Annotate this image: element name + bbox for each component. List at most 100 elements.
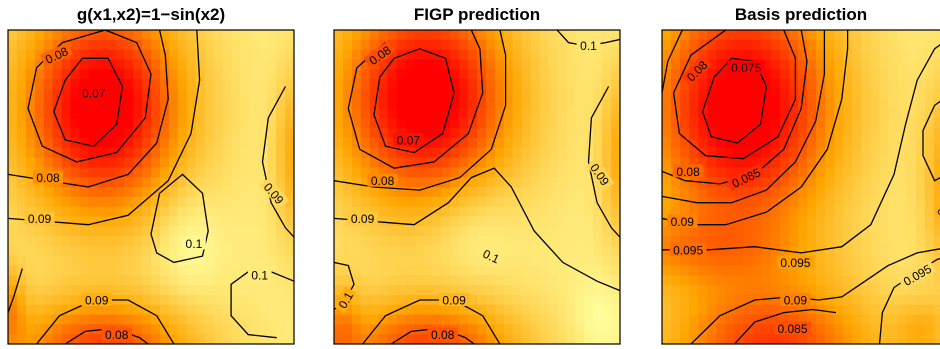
heatmap-cell [924,304,935,316]
heatmap-cell [521,265,532,276]
heatmap-cell [88,187,98,198]
heatmap-cell [378,236,389,247]
heatmap-cell [521,196,532,208]
heatmap-cell [97,108,107,119]
heatmap-cell [743,98,754,110]
heatmap-cell [485,88,496,100]
heatmap-cell [16,49,27,61]
heatmap-cell [566,314,576,325]
heatmap-cell [88,49,98,61]
heatmap-cell [611,108,620,119]
heatmap-cell [879,157,890,168]
heatmap-cell [485,59,496,70]
heatmap-cell [88,108,98,119]
heatmap-cell [25,157,36,168]
heatmap-cell [360,187,371,198]
heatmap-cell [441,88,451,100]
heatmap-cell [770,79,781,90]
heatmap-cell [770,196,781,208]
heatmap-cell [387,294,398,306]
heatmap-cell [779,304,790,316]
heatmap-cell [611,137,620,149]
heatmap-cell [557,147,567,159]
heatmap-cell [8,324,18,335]
heatmap-cell [539,314,550,325]
heatmap-cell [539,216,550,227]
heatmap-cell [369,88,380,100]
heatmap-cell [725,226,736,237]
heatmap-cell [915,39,926,51]
heatmap-cell [52,324,63,335]
heatmap-cell [689,108,699,119]
heatmap-cell [142,69,152,80]
heatmap-cell [285,314,294,325]
heatmap-cell [879,167,890,178]
heatmap-cell [698,216,708,227]
heatmap-cell [897,157,908,168]
heatmap-cell [512,147,523,159]
heatmap-cell [752,69,763,80]
heatmap-cell [396,216,407,227]
heatmap-cell [770,285,781,296]
heatmap-cell [671,187,681,198]
heatmap-cell [52,334,63,344]
heatmap-cell [671,265,681,276]
svg-text:0.09: 0.09 [671,215,695,229]
heatmap-cell [423,49,433,61]
heatmap-cell [548,147,559,159]
heatmap-cell [423,128,433,139]
heatmap-cell [52,275,63,286]
heatmap-cell [725,216,736,227]
heatmap-cell [593,30,603,41]
heatmap-cell [168,334,179,344]
heatmap-cell [734,196,745,208]
heatmap-cell [34,187,45,198]
heatmap-cell [888,167,899,178]
heatmap-cell [342,275,353,286]
heatmap-cell [611,245,620,257]
heatmap-cell [788,39,799,51]
heatmap-cell [177,226,188,237]
heatmap-cell [186,245,197,257]
heatmap-cell [861,79,872,90]
heatmap-cell [548,255,559,267]
heatmap-cell [816,275,826,286]
heatmap-cell [485,334,496,344]
heatmap-cell [494,69,505,80]
heatmap-cell [177,59,188,70]
heatmap-cell [861,137,872,149]
heatmap-cell [557,157,567,168]
heatmap-cell [593,226,603,237]
heatmap-cell [861,255,872,267]
heatmap-cell [441,39,451,51]
heatmap-cell [825,49,835,61]
heatmap-cell [61,167,72,178]
heatmap-cell [334,88,344,100]
heatmap-cell [414,177,424,188]
heatmap-cell [680,98,690,110]
heatmap-cell [593,216,603,227]
heatmap-cell [459,206,469,218]
heatmap-cell [25,147,36,159]
heatmap-cell [797,137,808,149]
heatmap-cell [213,98,224,110]
heatmap-cell [734,226,745,237]
heatmap-cell [888,118,899,129]
heatmap-cell [539,39,550,51]
heatmap-cell [405,177,416,188]
heatmap-cell [133,147,143,159]
heatmap-cell [716,236,727,247]
heatmap-cell [716,49,727,61]
heatmap-cell [240,304,250,316]
heatmap-cell [267,255,277,267]
heatmap-cell [97,196,107,208]
heatmap-cell [834,128,844,139]
heatmap-cell [933,167,940,178]
heatmap-cell [503,285,514,296]
heatmap-cell [231,167,241,178]
heatmap-cell [43,314,54,325]
heatmap-cell [512,245,523,257]
heatmap-cell [825,157,835,168]
heatmap-cell [213,59,224,70]
heatmap-cell [88,167,98,178]
